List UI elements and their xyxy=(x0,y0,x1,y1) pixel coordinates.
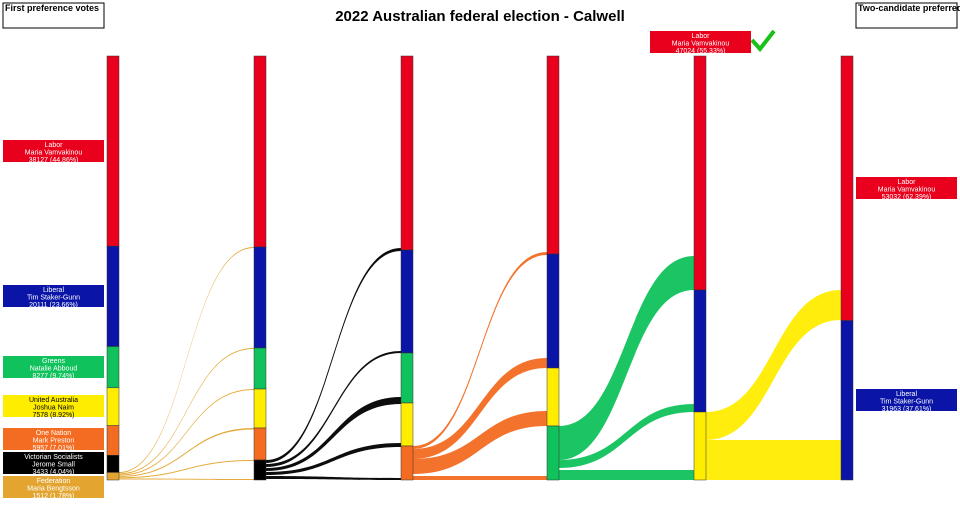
candidate-label-text: Natalie Abboud xyxy=(30,366,78,373)
flow xyxy=(119,428,254,477)
elected-label-text: Maria Vamvakinou xyxy=(672,41,730,48)
candidate-label-text: 38127 (44.86%) xyxy=(29,157,79,164)
final-label-text: 31963 (37.61%) xyxy=(882,406,932,413)
candidate-label-text: Liberal xyxy=(43,287,64,294)
candidate-label-text: Tim Staker-Gunn xyxy=(27,295,80,302)
vote-bar xyxy=(106,346,120,389)
left-header: First preference votes xyxy=(5,3,99,13)
vote-bar xyxy=(106,455,120,473)
flow xyxy=(119,247,254,473)
candidate-label xyxy=(3,452,104,474)
candidate-label-text: 20111 (23.66%) xyxy=(29,302,78,309)
candidate-label-text: 5957 (7.01%) xyxy=(32,445,74,452)
candidate-label-text: 3433 (4.04%) xyxy=(32,469,74,476)
flow xyxy=(266,443,401,475)
elected-label xyxy=(650,31,751,53)
flow xyxy=(413,358,547,459)
candidate-label xyxy=(3,428,104,450)
flow xyxy=(559,470,694,480)
candidate-label xyxy=(3,356,104,378)
candidate-label-text: United Australia xyxy=(29,397,78,404)
candidate-label xyxy=(3,285,104,307)
round-bar xyxy=(546,425,560,481)
round-bar xyxy=(400,445,414,481)
candidate-label-text: 7578 (8.92%) xyxy=(32,412,74,419)
round-bar xyxy=(253,246,267,349)
round-bar xyxy=(400,55,414,251)
round-bar xyxy=(400,249,414,354)
header-box xyxy=(2,2,105,29)
candidate-label xyxy=(3,395,104,417)
flow xyxy=(119,478,254,480)
right-header: Two-candidate preferred xyxy=(858,3,960,13)
vote-bar xyxy=(106,387,120,426)
elected-label-text: 47024 (55.33%) xyxy=(676,48,726,55)
flow xyxy=(706,440,841,480)
candidate-label-text: Joshua Naim xyxy=(33,405,74,412)
vote-bar xyxy=(106,472,120,481)
flow xyxy=(413,252,547,449)
round-bar xyxy=(546,55,560,255)
round-bar xyxy=(253,427,267,461)
round-bar xyxy=(693,411,707,481)
candidate-label-text: Labor xyxy=(45,142,64,149)
flow xyxy=(266,476,401,480)
round-bar xyxy=(546,367,560,427)
round-bar xyxy=(253,388,267,429)
title: 2022 Australian federal election - Calwe… xyxy=(335,8,625,25)
final-label-text: Maria Vamvakinou xyxy=(878,187,936,194)
flow xyxy=(266,351,401,467)
check-mark xyxy=(750,29,776,53)
flow xyxy=(413,476,547,480)
candidate-label-text: Jerome Small xyxy=(32,462,75,469)
flow xyxy=(266,248,401,463)
candidate-label xyxy=(3,476,104,498)
elected-label-text: Labor xyxy=(692,33,711,40)
final-label-text: Tim Staker-Gunn xyxy=(880,399,933,406)
round-bar xyxy=(546,253,560,369)
vote-bar xyxy=(106,55,120,247)
candidate-label-text: 1512 (1.78%) xyxy=(32,493,74,500)
flow xyxy=(119,348,254,475)
candidate-label-text: Victorian Socialists xyxy=(24,454,83,461)
flow xyxy=(559,256,694,460)
round-bar xyxy=(693,289,707,413)
candidate-label-text: Greens xyxy=(42,358,65,365)
round-bar xyxy=(693,55,707,291)
flow xyxy=(119,389,254,476)
candidate-label-text: One Nation xyxy=(36,430,72,437)
final-label-text: Labor xyxy=(898,179,917,186)
final-label-text: 53032 (62.39%) xyxy=(882,194,932,201)
flow xyxy=(706,290,841,440)
candidate-label-text: Maria Vamvakinou xyxy=(25,150,83,157)
final-label xyxy=(856,177,957,199)
final-bar xyxy=(840,55,854,321)
round-bar xyxy=(253,347,267,390)
final-label xyxy=(856,389,957,411)
candidate-label xyxy=(3,140,104,162)
candidate-label-text: 8277 (9.74%) xyxy=(32,373,74,380)
round-bar xyxy=(400,402,414,447)
final-label-text: Liberal xyxy=(896,391,917,398)
vote-bar xyxy=(106,245,120,347)
header-box xyxy=(855,2,958,29)
flow xyxy=(559,404,694,468)
candidate-label-text: Maria Bengtsson xyxy=(27,486,80,493)
round-bar xyxy=(400,352,414,404)
vote-bar xyxy=(106,425,120,456)
round-bar xyxy=(253,55,267,248)
flow xyxy=(266,397,401,471)
candidate-label-text: Mark Preston xyxy=(33,438,75,445)
flow xyxy=(413,411,547,474)
round-bar xyxy=(253,459,267,481)
flow xyxy=(119,460,254,479)
candidate-label-text: Federation xyxy=(37,478,71,485)
final-bar xyxy=(840,320,854,481)
